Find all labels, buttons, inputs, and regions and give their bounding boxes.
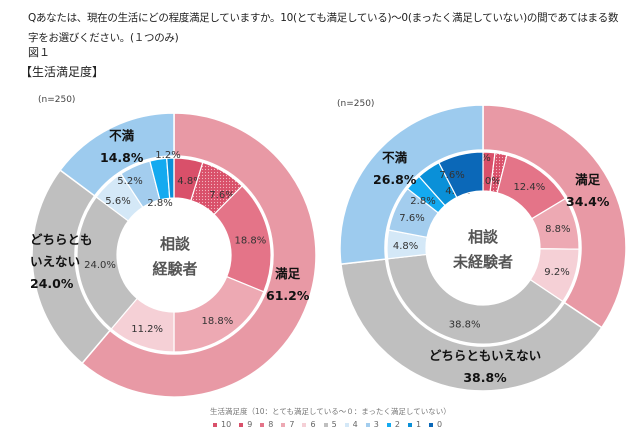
legend-item-4: 4 (344, 420, 358, 429)
inner-data-label: 5.6% (105, 196, 130, 207)
legend: 10 9 8 7 6 5 4 3 2 1 0 (213, 420, 442, 429)
legend-swatch (429, 422, 434, 427)
legend-swatch (213, 422, 217, 427)
legend-swatch (239, 422, 244, 427)
legend-swatch (260, 422, 265, 427)
legend-item-10: 10 (213, 420, 231, 429)
inner-data-label: 4.8% (177, 176, 202, 187)
inner-data-label: 8.8% (545, 224, 570, 235)
legend-item-8: 8 (260, 420, 273, 429)
n-label-left: (n=250) (38, 95, 76, 105)
inner-data-label: 9.2% (544, 267, 569, 278)
inner-data-label: 7.6% (209, 190, 234, 201)
legend-label: 3 (373, 420, 379, 429)
outer-label-neutral-left-name: どちらともいえない (30, 232, 93, 269)
legend-label: 4 (352, 420, 358, 429)
legend-swatch (323, 422, 328, 427)
outer-label-dissatisfied-left: 不満 14.8% (100, 128, 144, 165)
legend-item-6: 6 (302, 420, 316, 429)
legend-item-7: 7 (281, 420, 294, 429)
legend-label: 7 (289, 420, 295, 429)
question-text: Qあなたは、現在の生活にどの程度満足していますか。10(とても満足している)～0… (28, 12, 619, 44)
legend-item-5: 5 (323, 420, 337, 429)
legend-item-3: 3 (365, 420, 379, 429)
legend-item-1: 1 (407, 420, 422, 429)
legend-title: 生活満足度（10：とても満足している～０：まったく満足していない） (210, 407, 451, 416)
inner-data-label: 38.8% (449, 319, 481, 330)
legend-item-9: 9 (239, 420, 252, 429)
outer-slice-0-0 (81, 112, 317, 398)
outer-label-satisfied-left: 満足 61.2% (266, 266, 310, 303)
inner-data-label: 4.8% (393, 241, 418, 252)
legend-label: 9 (247, 420, 253, 429)
legend-label: 1 (415, 420, 422, 429)
inner-data-label: 18.8% (235, 235, 267, 246)
legend-label: 5 (331, 420, 337, 429)
outer-slice-0-2 (59, 112, 175, 197)
legend-swatch (386, 422, 391, 427)
inner-data-label: 11.2% (131, 324, 163, 335)
n-label-right: (n=250) (337, 99, 375, 109)
outer-label-dissatisfied-right: 不満 26.8% (373, 150, 417, 187)
figure-label: 図１ (28, 46, 50, 59)
outer-slice-1-2 (339, 104, 484, 265)
legend-label: 2 (394, 420, 400, 429)
legend-label: 6 (310, 420, 316, 429)
legend-swatch (281, 422, 286, 427)
inner-data-label: 24.0% (84, 260, 116, 271)
inner-data-label: 1.2% (155, 150, 180, 161)
outer-slice-1-0 (482, 104, 627, 329)
figure-title: 【生活満足度】 (20, 65, 105, 79)
legend-label: 8 (268, 420, 274, 429)
outer-label-satisfied-right: 満足 34.4% (566, 172, 610, 209)
legend-label: 0 (437, 420, 443, 429)
outer-label-neutral-left: どちらともいえない 24.0% (30, 229, 96, 295)
outer-slice-1-1 (340, 258, 603, 392)
center-label-left: 相談 経験者 (152, 235, 198, 278)
inner-data-label: 7.6% (399, 213, 424, 224)
center-label-right: 相談 未経験者 (452, 228, 514, 271)
legend-label: 10 (221, 420, 232, 429)
legend-item-0: 0 (429, 420, 442, 429)
inner-slice-1-5 (386, 253, 564, 345)
inner-data-label: 2.0% (475, 176, 500, 187)
legend-swatch (302, 422, 307, 427)
legend-swatch (407, 422, 412, 427)
legend-swatch (365, 422, 370, 427)
inner-data-label: 2.8% (147, 198, 172, 209)
inner-data-label: 5.2% (117, 176, 142, 187)
inner-data-label: 7.6% (439, 170, 464, 181)
inner-data-label: 12.4% (513, 182, 545, 193)
outer-label-neutral-right: どちらともいえない 38.8% (428, 348, 542, 385)
legend-item-2: 2 (386, 420, 400, 429)
legend-swatch (344, 422, 349, 427)
inner-slice-1-0 (438, 151, 484, 199)
inner-data-label: 2.8% (410, 196, 435, 207)
inner-data-label: 18.8% (202, 316, 234, 327)
